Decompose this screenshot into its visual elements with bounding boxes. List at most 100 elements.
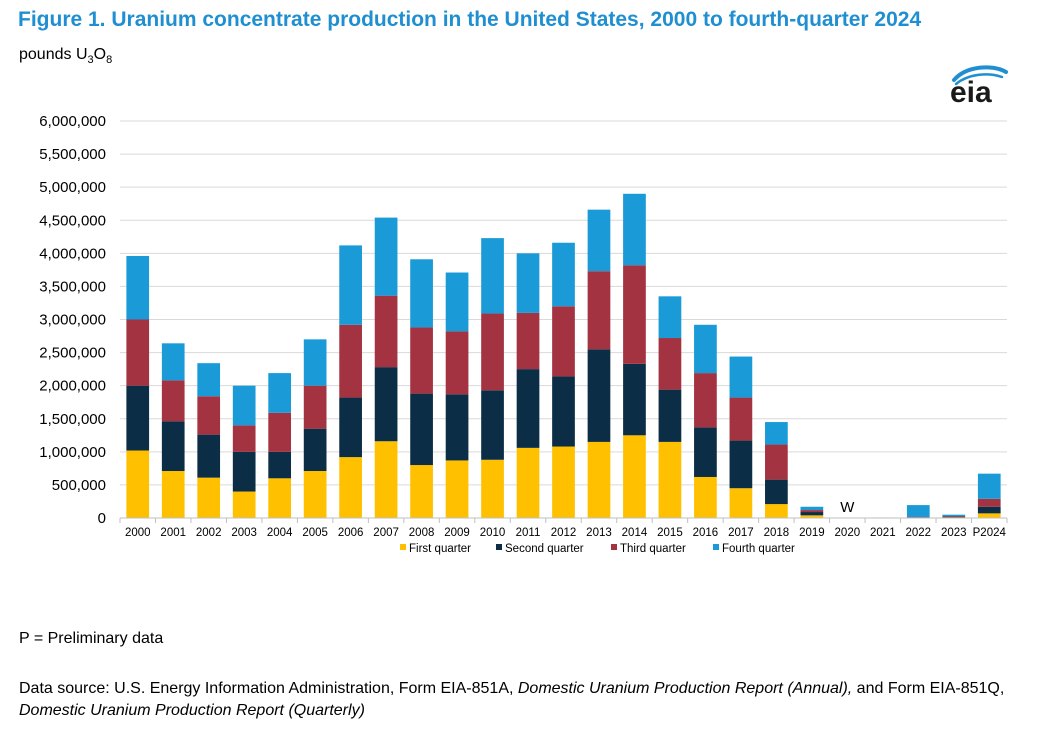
bar-2014-q4	[623, 193, 646, 266]
bar-2019-q4	[800, 506, 824, 511]
figure-title: Figure 1. Uranium concentrate production…	[18, 8, 922, 31]
bar-2003-q2	[232, 451, 256, 492]
unit-sub-1: 3	[87, 54, 94, 67]
bar-2018-q1	[765, 504, 788, 518]
bar-2017-q3	[729, 397, 753, 441]
bar-2001-q1	[161, 471, 185, 518]
preliminary-footnote: P = Preliminary data	[19, 630, 164, 647]
bar-2000-q3	[126, 319, 150, 386]
legend-swatch-q4	[713, 544, 719, 550]
bar-2016-q3	[694, 373, 717, 428]
bar-2023-q2	[942, 516, 966, 518]
bar-2005-q2	[303, 428, 327, 472]
legend-label-q1: First quarter	[409, 543, 471, 555]
y-tick-label: 1,000,000	[39, 444, 106, 461]
bar-2012-q1	[552, 446, 575, 518]
bar-2014-q2	[623, 363, 646, 436]
bars	[126, 193, 1001, 518]
bar-2010-q4	[481, 238, 504, 314]
bar-2002-q2	[197, 434, 221, 478]
x-tick-label: 2001	[160, 527, 186, 539]
bar-2006-q4	[339, 245, 362, 325]
x-tick-label: 2000	[125, 527, 151, 539]
bar-2011-q1	[516, 447, 540, 518]
bar-2004-q1	[268, 478, 292, 518]
bar-P2024-q4	[977, 473, 1001, 499]
bar-2003-q3	[232, 425, 256, 452]
bar-2003-q1	[232, 491, 256, 518]
bar-2000-q4	[126, 255, 150, 320]
bar-2016-q1	[694, 476, 717, 518]
x-tick-label: 2004	[267, 527, 293, 539]
y-tick-label: 1,500,000	[39, 411, 106, 428]
y-tick-label: 2,000,000	[39, 378, 106, 395]
x-tick-label: 2016	[693, 527, 719, 539]
x-axis-ticks: 2000 2001 2002 2003 2004 2005 2006 2007 2008 2009…	[125, 527, 1007, 539]
x-tick-label: 2006	[338, 527, 364, 539]
x-tick-label: P2024	[973, 527, 1007, 539]
x-tick-label: 2023	[941, 527, 967, 539]
bar-2004-q4	[268, 373, 292, 413]
bar-2013-q2	[587, 349, 611, 442]
bar-2013-q3	[587, 271, 611, 350]
bar-2006-q3	[339, 324, 362, 398]
bar-2002-q3	[197, 396, 221, 435]
bar-P2024-q2	[977, 506, 1001, 514]
bar-2004-q3	[268, 412, 292, 452]
annotations: W	[840, 499, 855, 516]
legend-label-q4: Fourth quarter	[722, 543, 795, 555]
source-italic-2: Domestic Uranium Production Report (Quar…	[19, 702, 365, 719]
unit-prefix: pounds U	[19, 46, 88, 63]
x-tick-label: 2005	[302, 527, 328, 539]
x-tick-label: 2020	[835, 527, 861, 539]
chart: 0 500,000 1,000,000 1,500,000 2,000,000 2,500…	[39, 113, 1008, 555]
bar-2008-q2	[410, 393, 433, 466]
bar-2023-q3	[942, 516, 966, 517]
x-tick-label: 2013	[586, 527, 612, 539]
bar-2023-q4	[942, 514, 966, 517]
legend: First quarter Second quarter Third quarter…	[400, 543, 795, 555]
y-tick-label: 3,500,000	[39, 278, 106, 295]
bar-2019-q1	[800, 515, 824, 518]
bar-2015-q1	[658, 441, 682, 518]
y-tick-label: 4,500,000	[39, 212, 106, 229]
bar-2018-q4	[765, 422, 788, 445]
bar-2014-q3	[623, 265, 646, 364]
bar-2015-q2	[658, 389, 682, 442]
bar-2007-q1	[374, 441, 398, 518]
bar-2016-q4	[694, 324, 717, 374]
bar-2018-q3	[765, 444, 788, 480]
source-part-1: Data source: U.S. Energy Information Adm…	[19, 680, 518, 697]
bar-2002-q1	[197, 477, 221, 518]
bar-2015-q4	[658, 296, 682, 339]
eia-logo-text: eia	[950, 76, 992, 106]
bar-2004-q2	[268, 451, 292, 479]
x-tick-label: 2017	[728, 527, 754, 539]
legend-label-q2: Second quarter	[505, 543, 584, 555]
x-tick-label: 2021	[870, 527, 896, 539]
y-tick-label: 5,500,000	[39, 146, 106, 163]
x-tick-label: 2019	[799, 527, 825, 539]
bar-2009-q2	[445, 394, 469, 461]
bar-2002-q4	[197, 363, 221, 397]
bar-2012-q2	[552, 376, 575, 447]
y-tick-label: 500,000	[52, 477, 106, 494]
bar-2009-q4	[445, 272, 469, 332]
bar-2016-q2	[694, 427, 717, 477]
bar-2007-q2	[374, 367, 398, 442]
y-tick-label: 6,000,000	[39, 113, 106, 130]
bar-2022-q4	[906, 505, 930, 518]
bar-P2024-q3	[977, 498, 1001, 507]
bar-2011-q3	[516, 312, 540, 370]
legend-swatch-q1	[400, 544, 406, 550]
data-source-note: Data source: U.S. Energy Information Adm…	[19, 678, 1029, 722]
source-part-2: and Form EIA-851Q,	[852, 680, 1005, 697]
bar-2005-q3	[303, 385, 327, 429]
bar-2018-q2	[765, 479, 788, 505]
x-tick-label: 2011	[516, 527, 541, 539]
unit-label: pounds U3O8	[19, 46, 112, 66]
bar-2003-q4	[232, 385, 256, 426]
bar-2010-q1	[481, 459, 504, 518]
x-tick-label: 2003	[231, 527, 257, 539]
bar-2011-q2	[516, 369, 540, 448]
